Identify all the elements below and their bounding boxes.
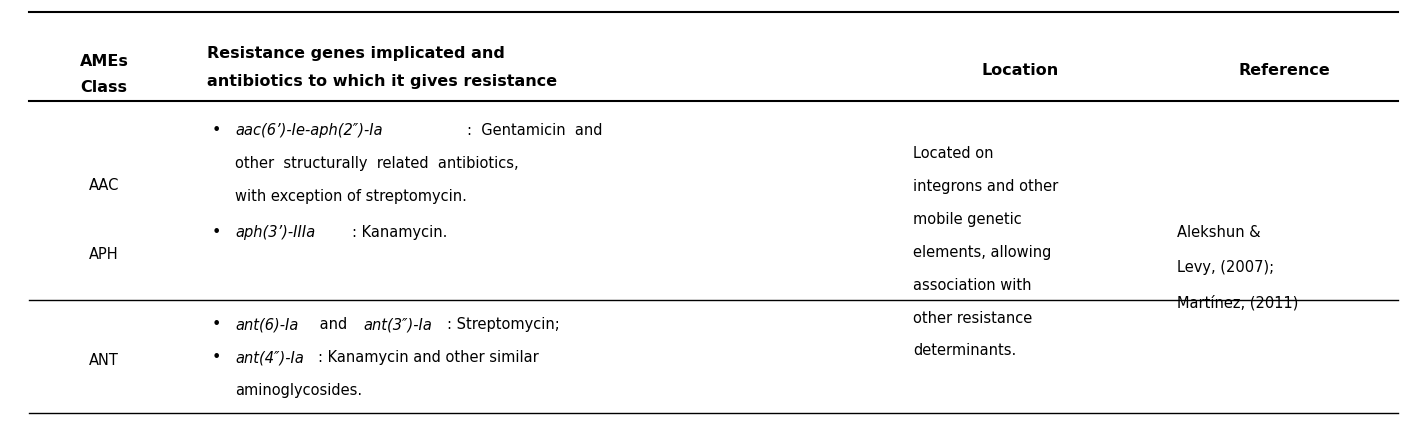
- Text: Martínez, (2011): Martínez, (2011): [1177, 294, 1299, 310]
- Text: : Kanamycin and other similar: : Kanamycin and other similar: [318, 349, 539, 365]
- Text: other resistance: other resistance: [913, 310, 1033, 325]
- Text: ANT: ANT: [90, 352, 118, 368]
- Text: Class: Class: [81, 80, 127, 95]
- Text: antibiotics to which it gives resistance: antibiotics to which it gives resistance: [207, 73, 557, 89]
- Text: AAC: AAC: [88, 178, 120, 193]
- Text: AMEs: AMEs: [80, 54, 128, 69]
- Text: : Kanamycin.: : Kanamycin.: [352, 225, 448, 240]
- Text: mobile genetic: mobile genetic: [913, 211, 1022, 227]
- Text: •: •: [211, 316, 221, 331]
- Text: Alekshun &: Alekshun &: [1177, 225, 1261, 240]
- Text: and: and: [315, 316, 352, 331]
- Text: •: •: [211, 225, 221, 240]
- Text: aminoglycosides.: aminoglycosides.: [235, 382, 362, 397]
- Text: Located on: Located on: [913, 146, 993, 161]
- Text: Levy, (2007);: Levy, (2007);: [1177, 259, 1274, 275]
- Text: with exception of streptomycin.: with exception of streptomycin.: [235, 188, 467, 204]
- Text: aph(3’)-IIIa: aph(3’)-IIIa: [235, 225, 315, 240]
- Text: :  Gentamicin  and: : Gentamicin and: [467, 122, 602, 138]
- Text: integrons and other: integrons and other: [913, 178, 1059, 194]
- Text: Location: Location: [982, 63, 1059, 78]
- Text: •: •: [211, 122, 221, 138]
- Text: APH: APH: [90, 246, 118, 261]
- Text: ant(4″)-Ia: ant(4″)-Ia: [235, 349, 304, 365]
- Text: ant(3″)-Ia: ant(3″)-Ia: [364, 316, 432, 331]
- Text: association with: association with: [913, 277, 1032, 292]
- Text: elements, allowing: elements, allowing: [913, 244, 1052, 259]
- Text: : Streptomycin;: : Streptomycin;: [447, 316, 559, 331]
- Text: Reference: Reference: [1239, 63, 1330, 78]
- Text: Resistance genes implicated and: Resistance genes implicated and: [207, 46, 505, 61]
- Text: other  structurally  related  antibiotics,: other structurally related antibiotics,: [235, 155, 519, 170]
- Text: aac(6’)-Ie-aph(2″)-Ia: aac(6’)-Ie-aph(2″)-Ia: [235, 122, 382, 138]
- Text: •: •: [211, 349, 221, 365]
- Text: ant(6)-Ia: ant(6)-Ia: [235, 316, 298, 331]
- Text: determinants.: determinants.: [913, 343, 1016, 358]
